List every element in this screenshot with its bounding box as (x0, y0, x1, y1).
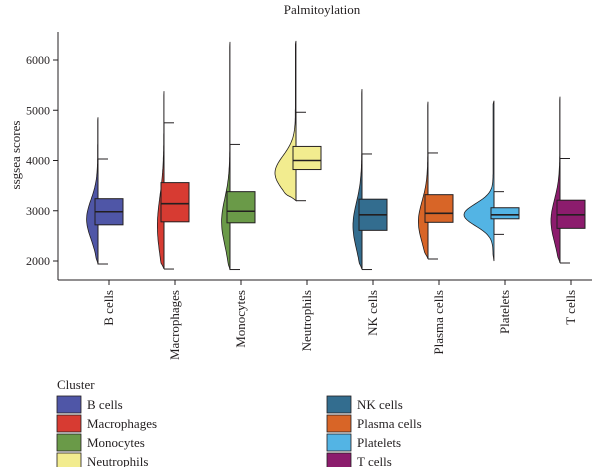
x-tick-label: Plasma cells (431, 290, 446, 355)
violin-shape (86, 117, 99, 265)
violin-group-neutrophils (274, 40, 322, 202)
legend-swatch (326, 433, 352, 452)
legend-label: Plasma cells (357, 416, 422, 431)
violin-group-nk-cells (352, 89, 388, 271)
legend-swatch (56, 395, 82, 414)
legend-swatch (326, 414, 352, 433)
legend-item: T cells (326, 452, 392, 467)
box-iqr (490, 207, 520, 220)
legend-item: NK cells (326, 395, 403, 414)
plot-area (86, 40, 586, 271)
y-tick-label: 4000 (26, 154, 50, 168)
box-iqr (226, 191, 256, 224)
violin-shape (550, 96, 561, 264)
y-axis: 2000 3000 4000 5000 6000 (26, 32, 59, 280)
x-tick-label: Monocytes (233, 290, 248, 348)
legend-swatch (56, 433, 82, 452)
x-axis: B cells Macrophages Monocytes Neutrophils NK… (58, 279, 592, 360)
violin-group-b-cells (86, 117, 124, 265)
legend-item: Plasma cells (326, 414, 422, 433)
violin-shape (274, 40, 297, 202)
violin-group-t-cells (550, 96, 586, 264)
legend-label: B cells (87, 397, 123, 412)
legend: Cluster B cells Macrophages Monocytes Neutr… (56, 377, 422, 467)
x-tick-label: Neutrophils (299, 290, 314, 351)
box-iqr (292, 145, 322, 171)
legend-item: Monocytes (56, 433, 145, 452)
violin-shape (352, 89, 363, 270)
legend-title: Cluster (57, 377, 95, 392)
violin-shape (463, 100, 495, 262)
y-tick-label: 6000 (26, 53, 50, 67)
violin-shape (221, 41, 231, 271)
legend-label: NK cells (357, 397, 403, 412)
legend-swatch (326, 395, 352, 414)
x-tick-label: T cells (563, 290, 578, 325)
legend-item: Macrophages (56, 414, 157, 433)
violin-shape (418, 101, 429, 260)
legend-label: Platelets (357, 435, 401, 450)
violin-shape (157, 91, 165, 270)
y-tick-label: 3000 (26, 204, 50, 218)
violin-group-plasma-cells (418, 101, 454, 260)
legend-label: Monocytes (87, 435, 145, 450)
x-tick-label: Platelets (497, 290, 512, 334)
x-tick-label: NK cells (365, 290, 380, 336)
legend-item: B cells (56, 395, 123, 414)
violin-group-platelets (463, 100, 520, 262)
box-iqr (424, 194, 454, 223)
y-axis-label: ssgsea scores (8, 121, 23, 190)
y-tick-label: 5000 (26, 103, 50, 117)
x-tick-label: Macrophages (167, 290, 182, 360)
chart-title: Palmitoylation (284, 2, 361, 17)
legend-label: Macrophages (87, 416, 157, 431)
box-iqr (160, 182, 190, 223)
legend-item: Neutrophils (56, 452, 148, 467)
legend-label: Neutrophils (87, 454, 148, 467)
legend-item: Platelets (326, 433, 401, 452)
legend-label: T cells (357, 454, 392, 467)
x-tick-label: B cells (101, 290, 116, 326)
violin-group-monocytes (221, 41, 256, 271)
violin-group-macrophages (157, 91, 190, 270)
legend-swatch (56, 414, 82, 433)
y-tick-label: 2000 (26, 254, 50, 268)
legend-swatch (326, 452, 352, 467)
legend-swatch (56, 452, 82, 467)
